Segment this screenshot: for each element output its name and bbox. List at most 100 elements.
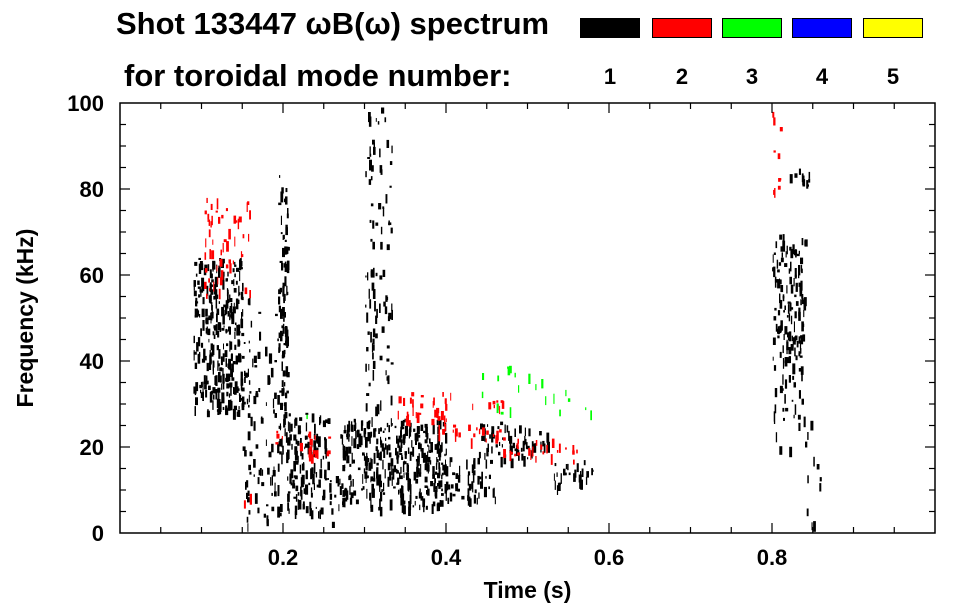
spectrum-mark	[215, 324, 218, 335]
spectrum-mark	[790, 261, 792, 272]
spectrum-mark	[802, 179, 806, 187]
spectrum-mark	[236, 267, 240, 272]
spectrum-mark	[287, 437, 289, 446]
spectrum-mark	[286, 246, 290, 251]
spectrum-mark	[353, 490, 357, 496]
x-tick-label: 0.6	[594, 545, 625, 570]
spectrum-mark	[209, 392, 213, 403]
spectrum-mark	[270, 477, 272, 486]
spectrum-mark	[514, 428, 516, 437]
spectrum-mark	[259, 331, 262, 341]
spectrum-mark	[371, 165, 374, 172]
spectrum-mark	[372, 289, 376, 299]
spectrum-mark	[315, 506, 317, 509]
legend-label-1: 1	[603, 64, 617, 89]
spectrum-mark	[274, 491, 277, 497]
spectrum-mark	[300, 438, 302, 446]
spectrum-mark	[499, 429, 502, 433]
spectrum-mark	[208, 229, 211, 238]
spectrum-mark	[789, 276, 792, 285]
spectrum-mark	[790, 344, 794, 351]
spectrum-mark	[375, 446, 378, 451]
spectrum-mark	[806, 180, 809, 189]
spectrum-mark	[239, 292, 241, 296]
spectrum-mark	[379, 165, 383, 173]
spectrum-mark	[799, 287, 803, 297]
spectrum-mark	[386, 422, 389, 428]
spectrum-mark	[358, 436, 362, 448]
spectrum-mark	[514, 372, 516, 378]
spectrum-mark	[376, 438, 379, 445]
spectrum-mark	[412, 505, 415, 508]
spectrum-mark	[774, 388, 778, 398]
spectrum-mark	[779, 351, 782, 358]
spectrum-mark	[386, 358, 390, 362]
spectrum-mark	[772, 267, 774, 272]
spectrum-mark	[366, 475, 369, 479]
spectrum-mark	[279, 451, 282, 455]
spectrum-mark	[801, 371, 803, 382]
spectrum-mark	[211, 284, 214, 287]
spectrum-mark	[438, 448, 442, 458]
spectrum-mark	[194, 290, 197, 296]
spectrum-mark	[388, 425, 390, 433]
spectrum-mark	[213, 334, 216, 339]
spectrum-mark	[368, 179, 372, 185]
spectrum-mark	[434, 471, 438, 475]
spectrum-mark	[319, 509, 321, 520]
spectrum-mark	[215, 389, 218, 400]
spectrum-mark	[481, 471, 483, 483]
spectrum-mark	[238, 406, 240, 410]
spectrum-mark	[495, 435, 499, 444]
spectrum-mark	[371, 343, 374, 353]
spectrum-mark	[791, 335, 793, 342]
spectrum-mark	[798, 353, 800, 357]
spectrum-mark	[213, 281, 215, 292]
spectrum-mark	[404, 451, 407, 456]
spectrum-mark	[225, 300, 228, 310]
spectrum-mark	[310, 487, 313, 493]
spectrum-mark	[308, 431, 312, 439]
spectrum-mark	[372, 241, 375, 250]
spectrum-mark	[209, 288, 211, 292]
spectrum-mark	[542, 440, 545, 447]
spectrum-mark	[376, 308, 378, 318]
spectrum-mark	[375, 272, 378, 277]
spectrum-mark	[794, 249, 798, 256]
spectrum-mark	[300, 490, 303, 500]
spectrum-mark	[493, 487, 495, 498]
spectrum-mark	[498, 451, 501, 456]
spectrum-mark	[383, 301, 386, 307]
spectrum-mark	[252, 358, 254, 368]
spectrum-mark	[412, 405, 414, 416]
spectrum-mark	[193, 351, 197, 355]
spectrum-mark	[774, 307, 777, 311]
spectrum-mark	[216, 313, 218, 323]
spectrum-mark	[436, 459, 439, 463]
spectrum-mark	[340, 434, 343, 439]
spectrum-mark	[773, 421, 776, 424]
spectrum-mark	[479, 476, 482, 480]
spectrum-mark	[408, 479, 410, 490]
spectrum-mark	[485, 459, 488, 469]
spectrum-mark	[486, 447, 489, 457]
spectrum-mark	[798, 390, 801, 399]
spectrum-mark	[339, 478, 341, 485]
spectrum-mark	[366, 393, 370, 396]
spectrum-mark	[217, 277, 219, 285]
spectrum-mark	[455, 483, 457, 489]
spectrum-mark	[421, 448, 424, 456]
spectrum-mark	[373, 142, 375, 151]
spectrum-mark	[438, 420, 442, 430]
spectrum-mark	[238, 285, 240, 297]
spectrum-mark	[497, 375, 500, 382]
spectrum-mark	[782, 407, 785, 412]
spectrum-mark	[390, 362, 394, 365]
spectrum-mark	[476, 427, 478, 431]
spectrum-mark	[282, 234, 284, 240]
spectrum-mark	[278, 425, 282, 429]
spectrum-mark	[423, 502, 425, 513]
spectrum-mark	[501, 401, 505, 409]
spectrum-mark	[216, 308, 220, 315]
spectrum-mark	[433, 483, 436, 492]
